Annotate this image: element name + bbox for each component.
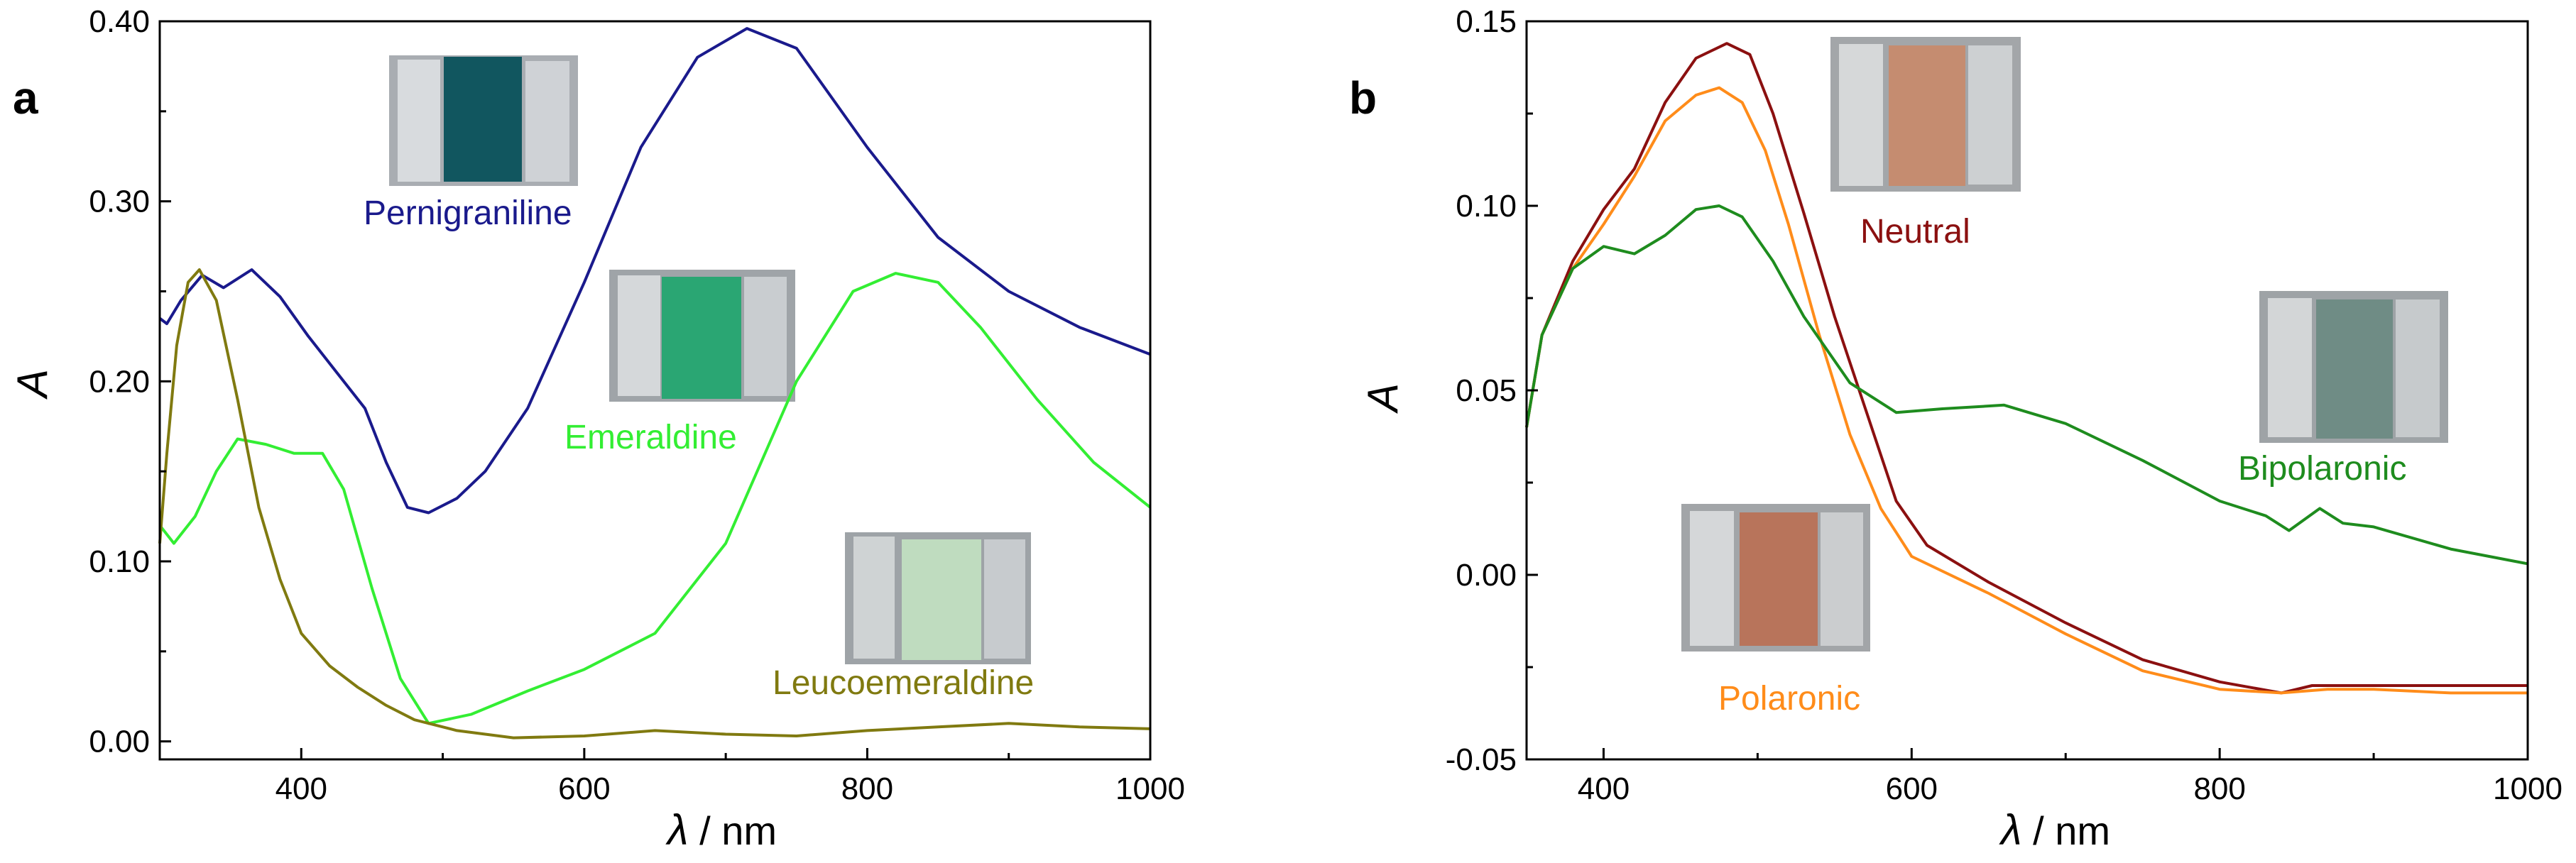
panel-a-series-leucoemeraldine bbox=[158, 268, 1151, 740]
panel-a-xtick-label: 800 bbox=[841, 771, 893, 806]
polaronic-label: Polaronic bbox=[1718, 680, 1860, 718]
panel-a-xtick-label: 1000 bbox=[1115, 771, 1185, 806]
panel-a-xtick-label: 400 bbox=[275, 771, 327, 806]
panel-b-xlabel-symbol: λ bbox=[1999, 806, 2022, 854]
pernigraniline-photo bbox=[389, 55, 578, 186]
panel-a: a 400 600 800 1000 0.00 0.10 0.20 0.30 0.40 Pern… bbox=[9, 4, 1185, 854]
pernigraniline-label: Pernigraniline bbox=[364, 194, 572, 232]
panel-b-xtick-label: 600 bbox=[1886, 771, 1938, 806]
plot-b: 400 600 800 1000 -0.05 0.00 0.05 0.10 0.15 bbox=[1446, 4, 2563, 806]
neutral-label: Neutral bbox=[1860, 213, 1970, 251]
panel-a-ytick-label: 0.20 bbox=[89, 364, 150, 399]
plot-a: 400 600 800 1000 0.00 0.10 0.20 0.30 0.40 bbox=[89, 4, 1185, 806]
panel-a-xtick-label: 600 bbox=[558, 771, 610, 806]
panel-a-ytick-label: 0.30 bbox=[89, 185, 150, 219]
panel-b-ytick-label: 0.00 bbox=[1456, 558, 1517, 593]
panel-a-ytick-label: 0.00 bbox=[89, 725, 150, 759]
leucoemeraldine-label: Leucoemeraldine bbox=[773, 664, 1034, 702]
panel-a-xlabel-symbol: λ bbox=[665, 806, 689, 854]
panel-a-ytick-label: 0.10 bbox=[89, 544, 150, 579]
panel-a-series-emeraldine bbox=[158, 272, 1152, 725]
panel-a-ylabel: A bbox=[9, 369, 56, 400]
panel-b-ylabel: A bbox=[1359, 383, 1407, 414]
panel-b-xtick-label: 1000 bbox=[2493, 771, 2563, 806]
panel-b-ytick-label: 0.15 bbox=[1456, 4, 1517, 39]
panel-b-series-polaronic bbox=[1525, 86, 2528, 695]
panel-a-axis-frame bbox=[158, 20, 1152, 761]
panel-b: b 400 600 800 1000 -0.05 0.00 0.05 0.10 0.15 Neu… bbox=[1349, 4, 2563, 854]
panel-b-ytick-label: -0.05 bbox=[1446, 742, 1517, 777]
panel-b-letter: b bbox=[1349, 72, 1377, 123]
panel-b-xtick-label: 400 bbox=[1578, 771, 1630, 806]
panel-a-series-pernigraniline bbox=[158, 27, 1151, 515]
panel-a-ytick-label: 0.40 bbox=[89, 4, 150, 39]
polaronic-photo bbox=[1681, 504, 1870, 652]
panel-b-ytick-label: 0.10 bbox=[1456, 189, 1517, 224]
panel-b-ytick-label: 0.05 bbox=[1456, 373, 1517, 408]
panel-b-series-bipolaronic bbox=[1525, 204, 2528, 566]
emeraldine-label: Emeraldine bbox=[564, 419, 737, 456]
panel-a-letter: a bbox=[13, 72, 38, 123]
neutral-photo bbox=[1830, 37, 2021, 192]
panel-b-xtick-label: 800 bbox=[2193, 771, 2245, 806]
panel-b-xlabel: λ / nm bbox=[1999, 806, 2110, 854]
panel-b-xlabel-unit: / nm bbox=[2022, 808, 2110, 853]
bipolaronic-label: Bipolaronic bbox=[2238, 450, 2406, 488]
panel-a-xlabel-unit: / nm bbox=[689, 808, 777, 853]
leucoemeraldine-photo bbox=[845, 532, 1031, 664]
panel-a-xlabel: λ / nm bbox=[665, 806, 777, 854]
bipolaronic-photo bbox=[2259, 291, 2448, 443]
emeraldine-photo bbox=[609, 270, 795, 402]
